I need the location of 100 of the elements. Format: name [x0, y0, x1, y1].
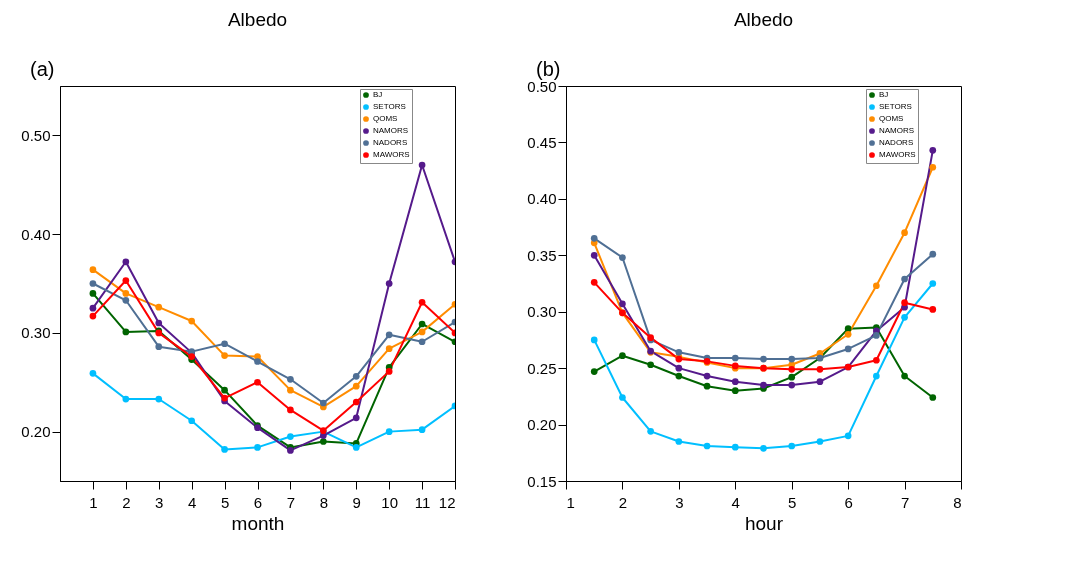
x-axis-title: month [231, 512, 285, 534]
x-tick-label: 1 [566, 493, 575, 511]
legend-label: BJ [879, 90, 889, 99]
x-tick-label: 9 [352, 493, 361, 511]
x-tick-label: 11 [414, 493, 431, 511]
x-tick-label: 5 [220, 493, 230, 511]
point [385, 368, 393, 375]
point [122, 328, 130, 336]
point [788, 442, 796, 450]
point [816, 438, 824, 445]
x-tick-label: 7 [900, 493, 910, 511]
point [901, 372, 908, 380]
x-tick-label: 10 [381, 493, 399, 511]
point [901, 275, 908, 283]
chart-title: Albedo [227, 9, 288, 30]
y-tick-label: 0.20 [21, 423, 51, 441]
point [418, 338, 426, 346]
legend-label: NAMORS [879, 126, 915, 135]
point [929, 394, 937, 401]
point [760, 355, 767, 363]
point [418, 426, 426, 433]
legend-label: MAWORS [879, 150, 916, 159]
point [929, 306, 937, 313]
legend-label: NADORS [879, 138, 914, 147]
point [929, 280, 937, 287]
point [385, 280, 393, 287]
point [155, 343, 163, 351]
point [703, 382, 711, 390]
y-tick-label: 0.35 [527, 246, 557, 264]
point [731, 443, 739, 451]
point [352, 372, 360, 380]
point [619, 352, 626, 360]
point [731, 387, 739, 395]
x-axis-title: hour [744, 512, 784, 534]
point [155, 395, 163, 403]
legend-label: QOMS [373, 114, 398, 123]
point [122, 290, 130, 297]
point [619, 394, 626, 401]
point [352, 444, 360, 451]
point [675, 364, 683, 372]
legend-label: QOMS [879, 114, 904, 123]
y-tick-label: 0.40 [21, 225, 51, 243]
point [873, 332, 880, 339]
point [122, 296, 130, 304]
legend-label: NADORS [373, 138, 408, 147]
point [929, 250, 937, 258]
point [319, 438, 327, 445]
point [122, 395, 130, 403]
point [155, 319, 163, 327]
point [788, 373, 796, 381]
text: (a) [30, 58, 55, 80]
point [873, 282, 880, 290]
point [844, 432, 852, 440]
x-tick-label: 3 [155, 493, 164, 511]
point [254, 378, 261, 386]
y-tick-label: 0.40 [527, 190, 557, 208]
point [188, 417, 196, 425]
point [703, 372, 711, 380]
x-tick-label: 2 [618, 493, 628, 511]
legend-label: MAWORS [373, 150, 410, 159]
point [788, 381, 796, 389]
point [901, 229, 908, 237]
point [619, 300, 626, 308]
legend-label: SETORS [879, 102, 912, 111]
point [89, 304, 97, 312]
x-tick-label: 6 [253, 493, 263, 511]
point [287, 386, 294, 394]
point [844, 345, 852, 353]
y-tick-label: 0.15 [527, 472, 557, 490]
x-tick-label: 4 [187, 493, 197, 511]
legend-label: SETORS [373, 102, 406, 111]
point [385, 428, 393, 435]
y-tick-label: 0.20 [527, 416, 557, 434]
point [352, 382, 360, 390]
point [675, 438, 683, 445]
point [590, 336, 598, 344]
point [647, 361, 654, 369]
point [418, 161, 426, 169]
point [675, 372, 683, 380]
y-tick-label: 0.45 [527, 133, 557, 151]
point [418, 298, 426, 306]
point [385, 345, 393, 353]
point [929, 163, 937, 171]
point [703, 442, 711, 450]
point [385, 331, 393, 339]
point [221, 352, 228, 359]
point [89, 290, 97, 297]
point [188, 317, 196, 325]
x-tick-label: 7 [286, 493, 296, 511]
point [647, 428, 654, 435]
legend-label: NAMORS [373, 126, 409, 135]
x-tick-label: 8 [319, 493, 329, 511]
point [319, 399, 327, 407]
point [760, 381, 767, 389]
point [788, 355, 796, 363]
legend-label: BJ [373, 90, 383, 99]
x-tick-label: 4 [731, 493, 740, 511]
point [89, 312, 97, 320]
text: (b) [536, 58, 561, 80]
point [221, 386, 228, 394]
